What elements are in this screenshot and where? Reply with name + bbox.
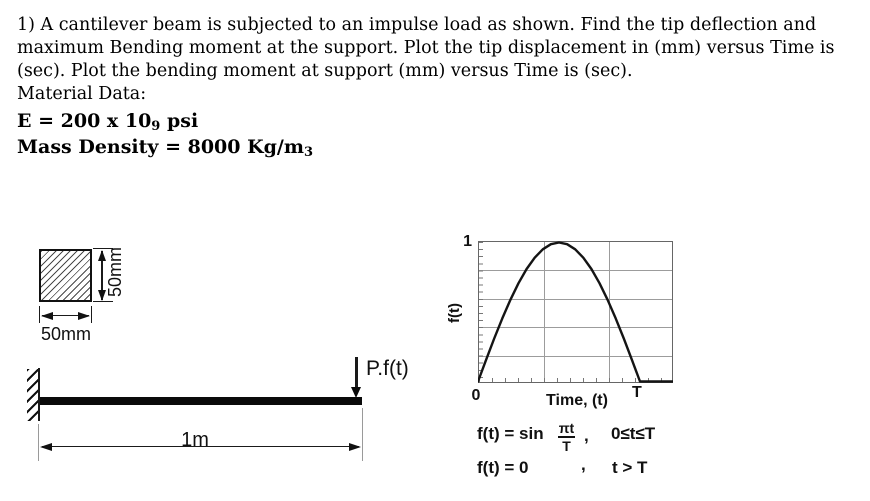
y-axis-label: f(t) — [446, 303, 463, 323]
width-dim-label: 50mm — [40, 324, 91, 344]
height-dim-line — [101, 251, 103, 300]
equation1-lhs: f(t) = sin — [477, 424, 544, 443]
gridline-h1 — [479, 270, 672, 272]
modulus-suffix: psi — [160, 110, 199, 132]
cross-section-square — [39, 249, 92, 302]
material-data-heading: Material Data: — [17, 84, 147, 104]
y-max-tick-label: 1 — [463, 233, 472, 250]
length-dim-arrow-left-icon — [40, 443, 52, 451]
gridline-v2 — [608, 242, 610, 382]
length-dim-label: 1m — [181, 429, 209, 451]
height-dim-arrow-up-icon — [98, 250, 106, 261]
equation1-fraction: πt T — [553, 420, 580, 454]
height-dim-label: 50mm — [105, 246, 125, 297]
density-prefix: Mass Density = 8000 Kg/m — [17, 136, 304, 158]
equation2-comma: , — [581, 455, 586, 474]
gridline-h2 — [479, 298, 672, 300]
fixed-support-line — [38, 368, 40, 421]
impulse-curve — [478, 241, 673, 383]
length-extension-right — [362, 408, 363, 461]
density-subscript: 3 — [303, 145, 313, 160]
equation2-condition: t > T — [612, 458, 648, 477]
modulus-prefix: E = 200 x 10 — [17, 110, 152, 132]
x-axis-label: Time, (t) — [546, 392, 608, 409]
modulus-line: E = 200 x 109 psi — [17, 110, 198, 134]
problem-line-1: 1) A cantilever beam is subjected to an … — [17, 15, 817, 35]
fraction-denominator: T — [562, 438, 571, 454]
load-arrow-head-icon — [351, 387, 361, 398]
width-dim-extension-left — [39, 306, 40, 323]
equation1-comma: , — [584, 426, 589, 445]
equation2-lhs: f(t) = 0 — [477, 458, 529, 477]
modulus-subscript: 9 — [151, 119, 161, 134]
length-dim-line — [42, 446, 359, 448]
fixed-support-hatching — [27, 369, 38, 421]
length-extension-left — [38, 424, 39, 461]
load-arrow-shaft — [355, 357, 358, 388]
width-dim-arrow-right-icon — [78, 312, 90, 320]
problem-line-3: (sec). Plot the bending moment at suppor… — [17, 61, 633, 81]
equation1-condition: 0≤t≤T — [611, 424, 656, 443]
fraction-numerator: πt — [557, 420, 576, 438]
beam-bar — [40, 397, 362, 405]
y-axis-minor-ticks — [479, 242, 483, 382]
load-label: P.f(t) — [366, 357, 409, 380]
width-dim-extension-right — [91, 306, 92, 323]
origin-tick-label: 0 — [471, 387, 481, 404]
plot-area — [478, 241, 673, 383]
dim-extension-top — [93, 248, 113, 249]
height-dim-arrow-down-icon — [98, 290, 106, 301]
length-dim-arrow-right-icon — [349, 443, 361, 451]
gridline-v1 — [543, 242, 545, 382]
x-end-tick-label: T — [632, 384, 642, 401]
gridline-h3 — [479, 327, 672, 329]
gridline-h4 — [479, 355, 672, 357]
width-dim-line — [42, 315, 89, 317]
density-line: Mass Density = 8000 Kg/m3 — [17, 136, 313, 160]
problem-line-2: maximum Bending moment at the support. P… — [17, 38, 835, 58]
dim-extension-bottom — [93, 301, 113, 302]
width-dim-arrow-left-icon — [41, 312, 53, 320]
x-axis-minor-ticks — [479, 378, 672, 382]
